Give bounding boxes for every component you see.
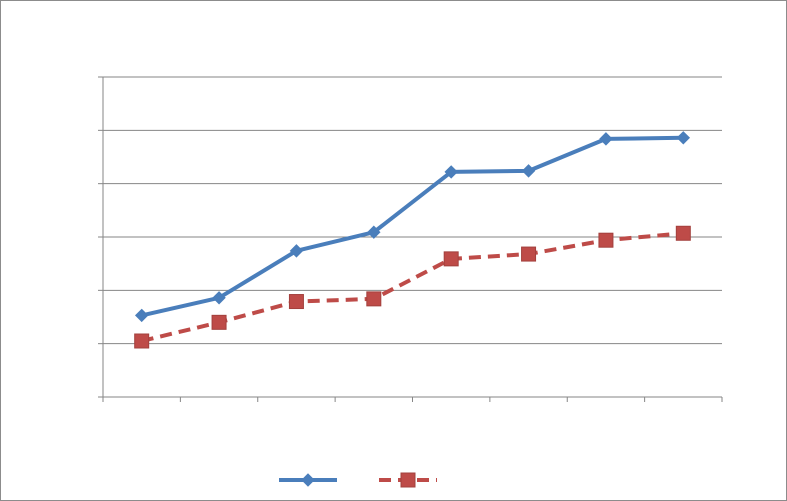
series-1-point-7 <box>599 132 613 146</box>
series-1-line <box>141 135 684 318</box>
gridlines <box>103 76 722 345</box>
series-1-point-5 <box>444 165 458 179</box>
series-1-point-2 <box>212 291 226 305</box>
series-2-point-8 <box>675 225 691 241</box>
series-2-point-6 <box>521 246 537 262</box>
series-layer <box>134 131 691 349</box>
legend-swatch-marker-2 <box>400 472 416 488</box>
series-2-point-3 <box>288 294 304 310</box>
series-2-point-5 <box>443 251 459 267</box>
axes <box>98 76 723 402</box>
series-2-point-1 <box>134 333 150 349</box>
legend-entry-1 <box>279 473 337 487</box>
series-1-point-6 <box>521 164 536 178</box>
legend-swatch-marker-1 <box>301 473 315 487</box>
series-1-point-3 <box>289 244 304 258</box>
series-2 <box>134 225 691 349</box>
legend-entry-2 <box>379 472 437 488</box>
series-2-point-4 <box>366 291 382 307</box>
series-2-point-7 <box>598 232 614 248</box>
series-1-point-4 <box>367 225 381 239</box>
series-2-point-2 <box>211 314 227 330</box>
series-2-line <box>141 231 684 343</box>
series-1-point-1 <box>134 308 149 323</box>
series-1 <box>134 131 691 323</box>
series-1-point-8 <box>676 131 691 145</box>
legend <box>279 472 437 488</box>
